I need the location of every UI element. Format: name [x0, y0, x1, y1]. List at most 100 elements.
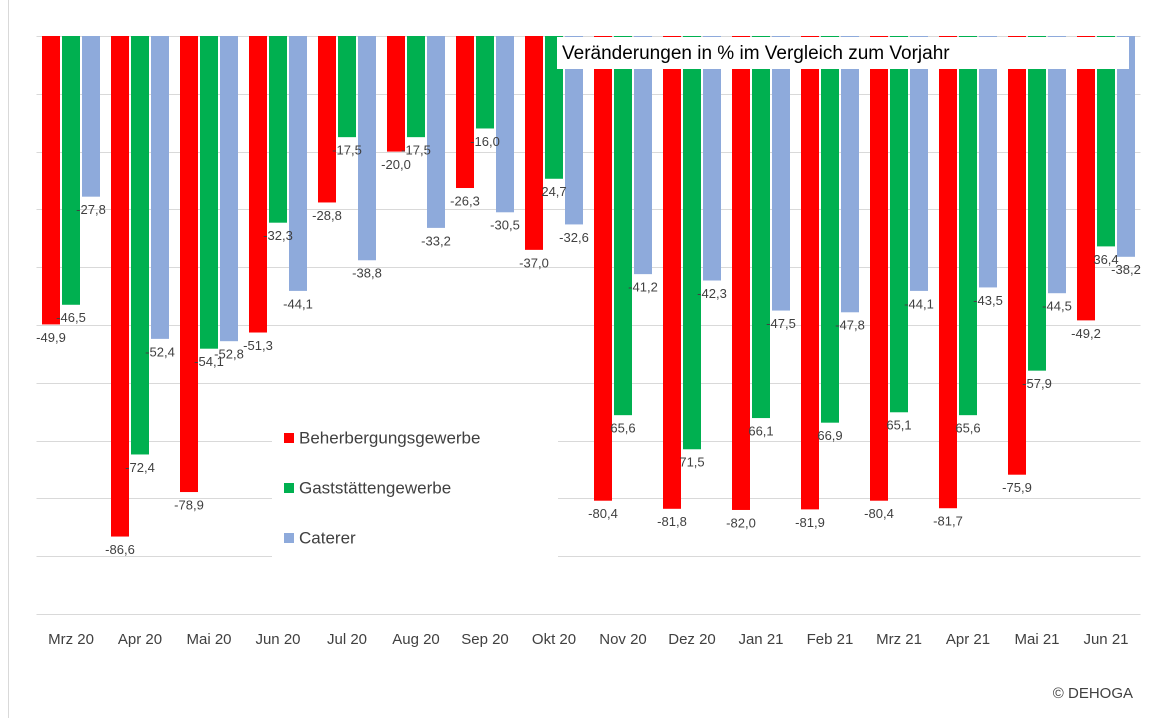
data-label: -32,3 [263, 228, 293, 243]
data-label: -16,0 [470, 134, 500, 149]
bar [910, 36, 928, 291]
data-label: -47,5 [766, 316, 796, 331]
data-label: -80,4 [588, 506, 618, 521]
bar [1117, 36, 1135, 257]
bar [249, 36, 267, 333]
bar [496, 36, 514, 213]
legend-box [272, 408, 558, 558]
annotation: Veränderungen in % im Vergleich zum Vorj… [562, 43, 950, 64]
data-label: -75,9 [1002, 480, 1032, 495]
x-tick-label: Apr 21 [946, 631, 990, 648]
legend-label: Gaststättengewerbe [299, 478, 451, 497]
data-label: -44,1 [283, 296, 313, 311]
data-label: -81,9 [795, 515, 825, 530]
bar [151, 36, 169, 339]
bar [1097, 36, 1115, 247]
data-label: 66,9 [817, 428, 842, 443]
data-label: 66,1 [748, 423, 773, 438]
data-label: -28,8 [312, 208, 342, 223]
x-tick-label: Jan 21 [738, 631, 783, 648]
data-label: -38,8 [352, 266, 382, 281]
bar [476, 36, 494, 129]
data-label: -26,3 [450, 193, 480, 208]
data-label: -33,2 [421, 233, 451, 248]
bar [525, 36, 543, 250]
bar [870, 36, 888, 501]
bar [289, 36, 307, 291]
bar [1077, 36, 1095, 321]
bar [545, 36, 563, 179]
x-tick-label: Feb 21 [807, 631, 854, 648]
bar [939, 36, 957, 509]
data-label: -52,4 [145, 344, 175, 359]
legend-label: Caterer [299, 528, 356, 547]
data-label: -82,0 [726, 515, 756, 530]
data-label: -43,5 [973, 293, 1003, 308]
data-label: 65,1 [886, 418, 911, 433]
source: © DEHOGA [1053, 685, 1133, 702]
data-label: -49,9 [36, 330, 66, 345]
data-label: -72,4 [125, 460, 155, 475]
data-label: -51,3 [243, 338, 273, 353]
data-label: 65,6 [955, 421, 980, 436]
x-tick-label: Mrz 21 [876, 631, 922, 648]
annotation-box [557, 37, 1129, 69]
bar [801, 36, 819, 510]
bar [614, 36, 632, 416]
bar [62, 36, 80, 305]
bar [634, 36, 652, 275]
x-tick-label: Jun 21 [1083, 631, 1128, 648]
data-label: 36,4 [1093, 252, 1118, 267]
data-label: 24,7 [541, 184, 566, 199]
bar [131, 36, 149, 455]
data-label: -80,4 [864, 506, 894, 521]
data-label: -38,2 [1111, 262, 1141, 277]
data-label: -57,9 [1022, 376, 1052, 391]
legend-swatch [284, 433, 294, 443]
bar [663, 36, 681, 509]
x-tick-label: Jun 20 [255, 631, 300, 648]
x-tick-label: Okt 20 [532, 631, 576, 648]
bar [200, 36, 218, 349]
x-tick-label: Mai 21 [1014, 631, 1059, 648]
data-label: -41,2 [628, 280, 658, 295]
bar [387, 36, 405, 152]
data-label: -52,8 [214, 347, 244, 362]
x-tick-label: Nov 20 [599, 631, 647, 648]
bar [841, 36, 859, 313]
bar [42, 36, 60, 325]
data-label: -44,5 [1042, 299, 1072, 314]
x-tick-label: Dez 20 [668, 631, 716, 648]
data-label: 71,5 [679, 455, 704, 470]
bar [1008, 36, 1026, 475]
x-tick-label: Jul 20 [327, 631, 367, 648]
bar [456, 36, 474, 189]
bar [683, 36, 701, 450]
data-label: 65,6 [610, 421, 635, 436]
bar [338, 36, 356, 138]
data-label: -81,8 [657, 514, 687, 529]
data-label: -54,1 [194, 354, 224, 369]
x-tick-label: Mrz 20 [48, 631, 94, 648]
data-label: -46,5 [56, 310, 86, 325]
bar [772, 36, 790, 311]
legend-label: Beherbergungsgewerbe [299, 428, 480, 447]
data-label: -20,0 [381, 157, 411, 172]
bar [269, 36, 287, 223]
data-label: -47,8 [835, 318, 865, 333]
data-label: -27,8 [76, 202, 106, 217]
bar [979, 36, 997, 288]
bar [358, 36, 376, 261]
x-tick-label: Sep 20 [461, 631, 509, 648]
data-label: -81,7 [933, 514, 963, 529]
bar [821, 36, 839, 423]
legend-swatch [284, 483, 294, 493]
x-tick-label: Mai 20 [186, 631, 231, 648]
bar [220, 36, 238, 342]
bar [180, 36, 198, 493]
bar [565, 36, 583, 225]
data-label: -17,5 [401, 143, 431, 158]
bar [959, 36, 977, 416]
bar [82, 36, 100, 197]
